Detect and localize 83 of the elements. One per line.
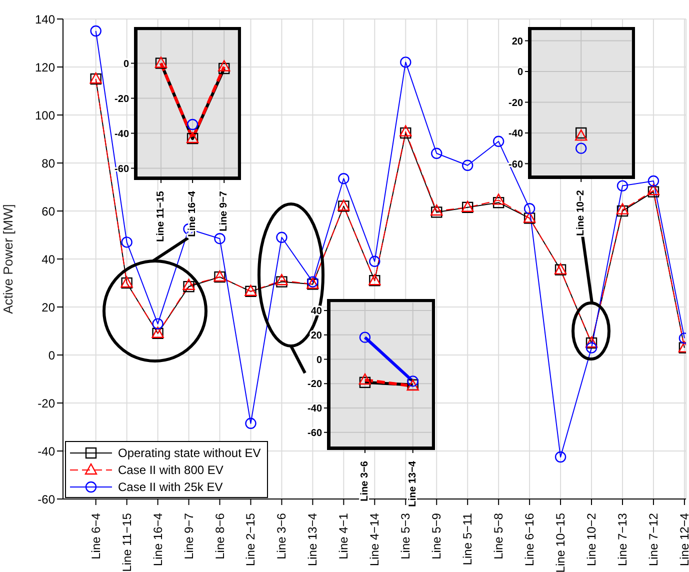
point [400,125,412,136]
x-tick-label: Line 9−7 [182,512,196,560]
y-tick-label: -60 [308,428,322,439]
y-tick-label: 0 [517,67,524,78]
point [218,62,230,74]
y-tick-label: 80 [42,156,56,170]
point [400,127,412,139]
point [369,256,380,267]
point [400,56,412,68]
point [276,232,288,243]
point [338,173,350,184]
y-tick-label: 60 [42,204,56,218]
point [524,203,536,214]
point [152,318,164,330]
y-tick-label: -60 [38,492,56,506]
y-tick-label: -20 [38,396,56,410]
point [586,342,598,354]
x-tick-label: Line 6−16 [522,512,537,566]
y-tick-label: 0 [123,58,130,70]
point [554,451,566,463]
x-tick-label: Line 11−15 [155,190,166,242]
x-tick-label: Line 2−15 [244,512,258,566]
y-tick-label: -20 [308,379,322,390]
legend-label: Case II with 800 EV [118,462,224,476]
y-tick-label: 0 [316,354,322,366]
y-tick-label: 20 [512,36,524,48]
x-tick-label: Line 4−1 [336,512,351,560]
x-tick-label: Line 16−4 [187,190,198,237]
y-tick-label: -20 [508,98,524,109]
x-tick-label: Line 3−6 [359,460,370,502]
point [431,206,442,218]
x-tick-label: Line 9−7 [218,190,230,232]
point [359,332,371,343]
x-tick-label: Line 4−14 [368,512,382,566]
point [616,180,628,192]
point [245,418,256,429]
point [430,204,443,216]
point [182,278,195,290]
point [214,233,226,244]
x-tick-label: Line 13−4 [306,512,320,566]
y-tick-label: 20 [42,300,56,314]
point [90,25,102,37]
point [186,118,198,130]
x-tick-label: Line 16−4 [150,512,165,566]
x-tick-label: Line 10−2 [584,512,599,566]
point [616,205,628,217]
point [648,175,660,187]
x-tick-label: Line 7−13 [615,512,630,566]
x-tick-label: Line 5−8 [492,512,506,560]
point [462,160,474,171]
point [407,376,418,387]
y-tick-label: 120 [34,60,56,74]
x-tick-label: Line 8−6 [212,512,227,560]
y-tick-label: -40 [114,128,130,140]
y-tick-label: 20 [310,330,322,342]
y-tick-label: -40 [308,404,322,415]
x-tick-label: Line 5−3 [398,512,413,560]
point [616,203,629,214]
y-tick-label: -40 [508,128,524,140]
x-tick-label: Line 5−11 [460,512,475,566]
y-tick-label: 40 [42,252,56,266]
y-tick-label: 140 [34,12,56,26]
x-tick-label: Line 3−6 [274,512,289,560]
point [218,60,230,72]
point [431,148,442,159]
y-axis-title: Active Power [MW] [0,204,16,314]
x-tick-label: Line 7−12 [646,512,660,566]
y-tick-label: 0 [48,348,56,362]
point [492,136,504,147]
point [492,194,505,205]
x-tick-label: Line 10−15 [554,512,568,572]
point [492,197,504,208]
y-tick-label: -20 [114,94,130,105]
x-tick-label: Line 5−9 [430,512,444,560]
point [121,236,132,248]
point [183,281,194,292]
x-tick-label: Line 11−15 [120,512,134,572]
y-tick-label: -40 [38,444,56,458]
legend-label: Case II with 25k EV [118,480,223,494]
y-tick-label: 100 [34,108,56,122]
legend-label: Operating state without EV [118,446,261,460]
x-tick-label: Line 6−4 [88,512,103,560]
x-tick-label: Line 12−4 [677,512,689,566]
